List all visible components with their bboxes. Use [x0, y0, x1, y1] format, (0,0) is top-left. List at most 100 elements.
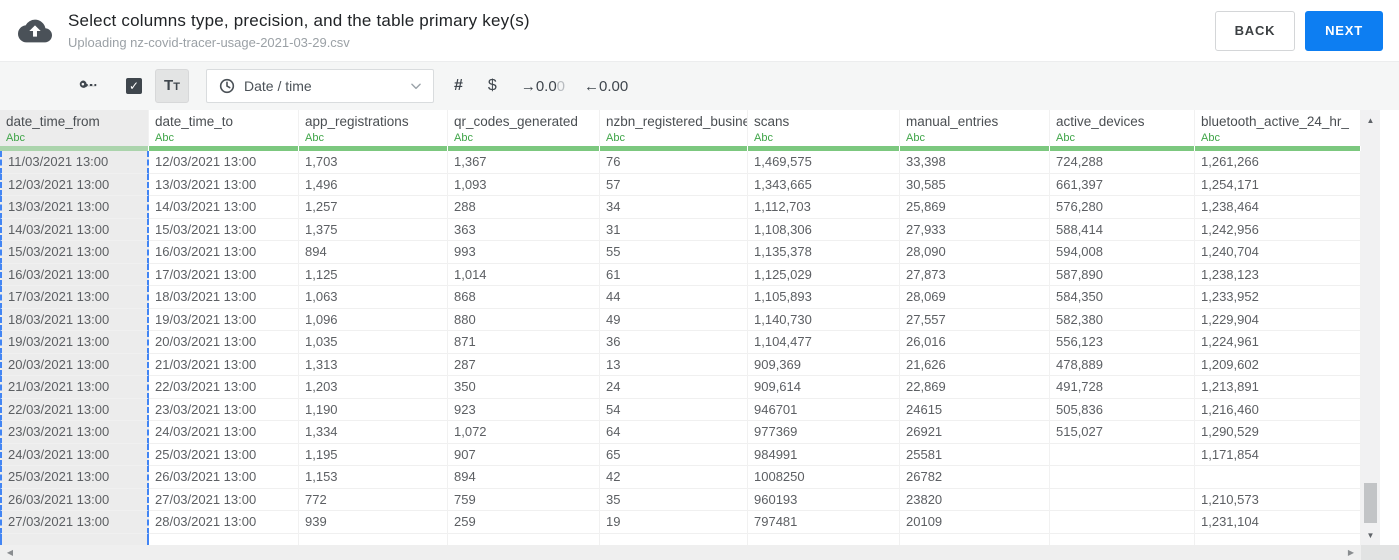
column-header-qr_codes_generated[interactable]: qr_codes_generated Abc: [448, 110, 600, 146]
table-cell: 64: [600, 421, 748, 444]
table-cell: 23820: [900, 488, 1050, 511]
table-cell: 25581: [900, 443, 1050, 466]
column-header-app_registrations[interactable]: app_registrations Abc: [299, 110, 448, 146]
table-row: 27/03/2021 13:00 28/03/2021 13:00 939 259 19…: [0, 511, 1361, 534]
table-cell: 797481: [748, 511, 900, 534]
table-row: 17/03/2021 13:00 18/03/2021 13:00 1,063 868…: [0, 286, 1361, 309]
column-accent-bar: [600, 146, 748, 151]
table-cell: 54: [600, 398, 748, 421]
column-header-scans[interactable]: scans Abc: [748, 110, 900, 146]
table-cell: 1,093: [448, 173, 600, 196]
column-header-nzbn_registered_busine[interactable]: nzbn_registered_busine Abc: [600, 110, 748, 146]
column-accent-bar: [299, 146, 448, 151]
table-row: 14/03/2021 13:00 15/03/2021 13:00 1,375 363…: [0, 218, 1361, 241]
table-cell: 42: [600, 466, 748, 489]
column-type-label: Abc: [454, 132, 473, 144]
column-header-date_time_from[interactable]: date_time_from Abc: [0, 110, 149, 146]
vertical-scrollbar[interactable]: ▲ ▼: [1361, 110, 1380, 545]
column-accent-bar: [448, 146, 600, 151]
table-cell: [1050, 466, 1195, 489]
table-cell: 993: [448, 241, 600, 264]
table-cell: 1,240,704: [1195, 241, 1361, 264]
table-cell: 20109: [900, 511, 1050, 534]
scrollbar-corner: [1361, 545, 1399, 560]
header-bar: Select columns type, precision, and the …: [0, 0, 1399, 62]
vertical-scroll-thumb[interactable]: [1364, 483, 1377, 523]
table-cell: 587,890: [1050, 263, 1195, 286]
column-accent-bar: [0, 146, 149, 151]
table-cell: [1050, 443, 1195, 466]
table-cell: 1,105,893: [748, 286, 900, 309]
primary-key-icon[interactable]: [77, 75, 99, 97]
column-name: active_devices: [1056, 114, 1145, 129]
table-cell: 946701: [748, 398, 900, 421]
table-cell: 34: [600, 196, 748, 219]
table-cell: 21,626: [900, 353, 1050, 376]
table-cell: 287: [448, 353, 600, 376]
table-cell: 18/03/2021 13:00: [0, 308, 149, 331]
table-cell: 1008250: [748, 466, 900, 489]
table-cell: 44: [600, 286, 748, 309]
table-cell: 26/03/2021 13:00: [149, 466, 299, 489]
scroll-right-arrow-icon[interactable]: ▶: [1347, 548, 1355, 557]
table-cell: 1,343,665: [748, 173, 900, 196]
table-cell: 15/03/2021 13:00: [149, 218, 299, 241]
column-type-label: Abc: [906, 132, 925, 144]
scroll-down-arrow-icon[interactable]: ▼: [1366, 531, 1375, 540]
column-accent-bar: [1050, 146, 1195, 151]
type-select-value: Date / time: [244, 78, 312, 94]
table-cell: 1,104,477: [748, 331, 900, 354]
table-cell: 26782: [900, 466, 1050, 489]
horizontal-scrollbar[interactable]: ◀ ▶: [0, 545, 1361, 560]
table-cell: 491,728: [1050, 376, 1195, 399]
table-cell: 1,703: [299, 151, 448, 174]
right-gutter: [1380, 110, 1399, 545]
table-cell: 26921: [900, 421, 1050, 444]
number-type-button[interactable]: #: [454, 77, 463, 94]
table-cell: 24: [600, 376, 748, 399]
column-accent-bar-row: [0, 146, 1361, 151]
decrease-precision-button[interactable]: ←0.00: [584, 77, 629, 95]
table-cell: 1,469,575: [748, 151, 900, 174]
table-cell: 19: [600, 511, 748, 534]
back-button[interactable]: BACK: [1215, 10, 1295, 51]
table-cell: 576,280: [1050, 196, 1195, 219]
scroll-left-arrow-icon[interactable]: ◀: [6, 548, 14, 557]
column-header-bluetooth_active_24_hr_[interactable]: bluetooth_active_24_hr_ Abc: [1195, 110, 1361, 146]
table-cell: 977369: [748, 421, 900, 444]
column-type-label: Abc: [606, 132, 625, 144]
column-accent-bar: [900, 146, 1050, 151]
table-cell: 1,231,104: [1195, 511, 1361, 534]
column-header-active_devices[interactable]: active_devices Abc: [1050, 110, 1195, 146]
table-cell: 61: [600, 263, 748, 286]
table-cell: 27/03/2021 13:00: [149, 488, 299, 511]
table-cell: 1,233,952: [1195, 286, 1361, 309]
table-cell: 1,125: [299, 263, 448, 286]
table-row: 21/03/2021 13:00 22/03/2021 13:00 1,203 350…: [0, 376, 1361, 399]
table-cell: 939: [299, 511, 448, 534]
currency-type-button[interactable]: $: [487, 77, 497, 94]
table-cell: [1050, 533, 1195, 545]
table-cell: 1,334: [299, 421, 448, 444]
next-button[interactable]: NEXT: [1305, 10, 1383, 51]
chevron-down-icon: [411, 83, 421, 90]
column-header-manual_entries[interactable]: manual_entries Abc: [900, 110, 1050, 146]
table-cell: 505,836: [1050, 398, 1195, 421]
table-cell: 23/03/2021 13:00: [0, 421, 149, 444]
primary-key-checkbox[interactable]: ✓: [126, 78, 142, 94]
column-type-select[interactable]: Date / time: [206, 69, 434, 103]
table-cell: 20/03/2021 13:00: [149, 331, 299, 354]
column-header-date_time_to[interactable]: date_time_to Abc: [149, 110, 299, 146]
increase-precision-button[interactable]: →0.00: [521, 78, 565, 95]
table-cell: 724,288: [1050, 151, 1195, 174]
table-row: 20/03/2021 13:00 21/03/2021 13:00 1,313 287…: [0, 353, 1361, 376]
scroll-up-arrow-icon[interactable]: ▲: [1366, 116, 1375, 125]
table-cell: 1,195: [299, 443, 448, 466]
table-cell: 57: [600, 173, 748, 196]
column-name: manual_entries: [906, 114, 999, 129]
table-cell: 24/03/2021 13:00: [149, 421, 299, 444]
table-cell: 1,367: [448, 151, 600, 174]
table-cell: 1,375: [299, 218, 448, 241]
